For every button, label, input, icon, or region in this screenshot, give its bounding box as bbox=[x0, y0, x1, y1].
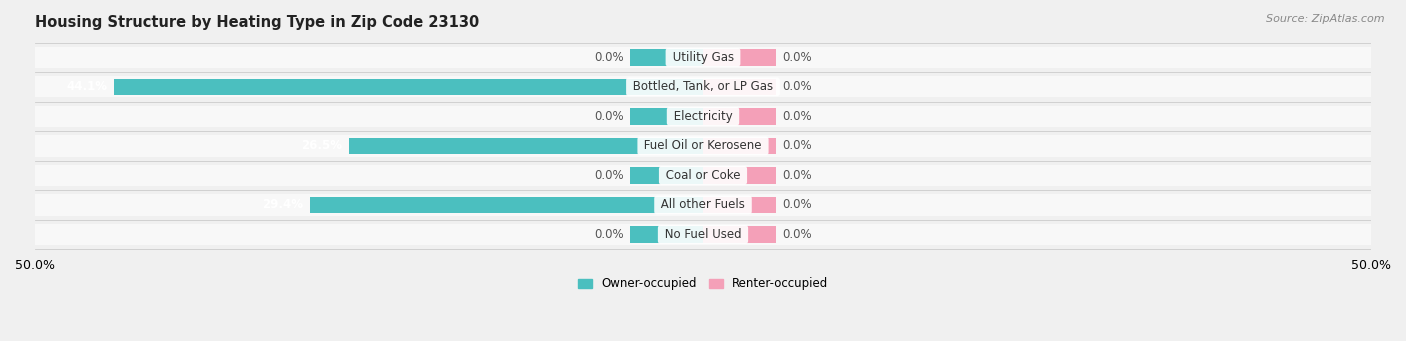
Bar bbox=[703, 108, 776, 125]
Bar bbox=[114, 78, 703, 95]
Bar bbox=[703, 226, 776, 243]
Text: Housing Structure by Heating Type in Zip Code 23130: Housing Structure by Heating Type in Zip… bbox=[35, 15, 479, 30]
Text: 0.0%: 0.0% bbox=[782, 139, 811, 152]
Bar bbox=[311, 197, 703, 213]
Bar bbox=[703, 167, 776, 184]
Bar bbox=[630, 108, 703, 125]
Text: 0.0%: 0.0% bbox=[595, 51, 624, 64]
Bar bbox=[630, 226, 703, 243]
Bar bbox=[630, 49, 703, 65]
Text: 0.0%: 0.0% bbox=[782, 80, 811, 93]
Bar bbox=[35, 76, 1371, 98]
Bar bbox=[630, 167, 703, 184]
Bar bbox=[35, 165, 1371, 186]
Bar bbox=[35, 106, 1371, 127]
Bar bbox=[349, 138, 703, 154]
Bar bbox=[35, 194, 1371, 216]
Text: Coal or Coke: Coal or Coke bbox=[662, 169, 744, 182]
Text: No Fuel Used: No Fuel Used bbox=[661, 228, 745, 241]
Text: Bottled, Tank, or LP Gas: Bottled, Tank, or LP Gas bbox=[628, 80, 778, 93]
Bar bbox=[703, 138, 776, 154]
Text: 0.0%: 0.0% bbox=[595, 228, 624, 241]
Text: Electricity: Electricity bbox=[669, 110, 737, 123]
Bar bbox=[35, 47, 1371, 68]
Text: Source: ZipAtlas.com: Source: ZipAtlas.com bbox=[1267, 14, 1385, 24]
Text: 26.5%: 26.5% bbox=[301, 139, 342, 152]
Text: 0.0%: 0.0% bbox=[595, 169, 624, 182]
Bar bbox=[35, 224, 1371, 245]
Bar bbox=[703, 197, 776, 213]
Text: Fuel Oil or Kerosene: Fuel Oil or Kerosene bbox=[640, 139, 766, 152]
Bar bbox=[703, 78, 776, 95]
Bar bbox=[703, 49, 776, 65]
Text: 29.4%: 29.4% bbox=[263, 198, 304, 211]
Legend: Owner-occupied, Renter-occupied: Owner-occupied, Renter-occupied bbox=[572, 273, 834, 295]
Bar bbox=[35, 135, 1371, 157]
Text: 0.0%: 0.0% bbox=[782, 198, 811, 211]
Text: 0.0%: 0.0% bbox=[782, 169, 811, 182]
Text: 44.1%: 44.1% bbox=[66, 80, 107, 93]
Text: 0.0%: 0.0% bbox=[782, 228, 811, 241]
Text: All other Fuels: All other Fuels bbox=[657, 198, 749, 211]
Text: 0.0%: 0.0% bbox=[782, 51, 811, 64]
Text: 0.0%: 0.0% bbox=[595, 110, 624, 123]
Text: Utility Gas: Utility Gas bbox=[669, 51, 737, 64]
Text: 0.0%: 0.0% bbox=[782, 110, 811, 123]
